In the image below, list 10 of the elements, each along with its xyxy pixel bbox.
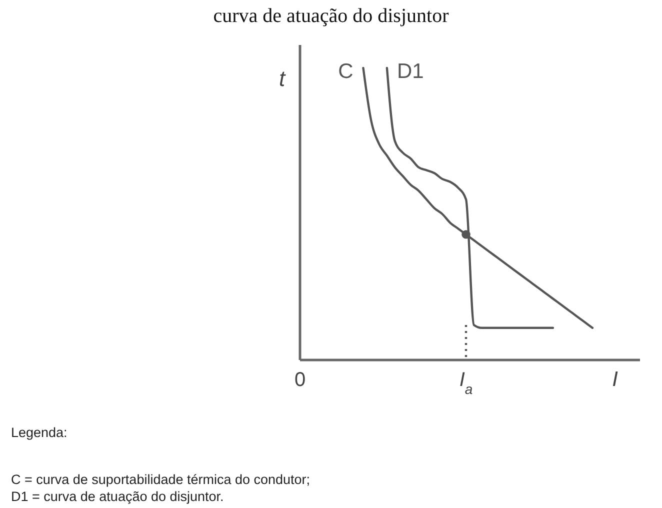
chart-title: curva de atuação do disjuntor [213,5,450,27]
y-axis-title: t [278,66,286,91]
x-axis-title: I [612,368,618,391]
series-label: C [338,60,354,83]
x-tick-label: I$_{a}$ [459,369,473,397]
x-tick-label: 0 [294,369,306,391]
text: D1 = curva de atuação do disjuntor. [11,489,224,504]
series-label: D1 [396,60,424,83]
text: C = curva de suportabilidade térmica do condutor; [11,472,310,487]
text: Legenda: [11,425,68,440]
